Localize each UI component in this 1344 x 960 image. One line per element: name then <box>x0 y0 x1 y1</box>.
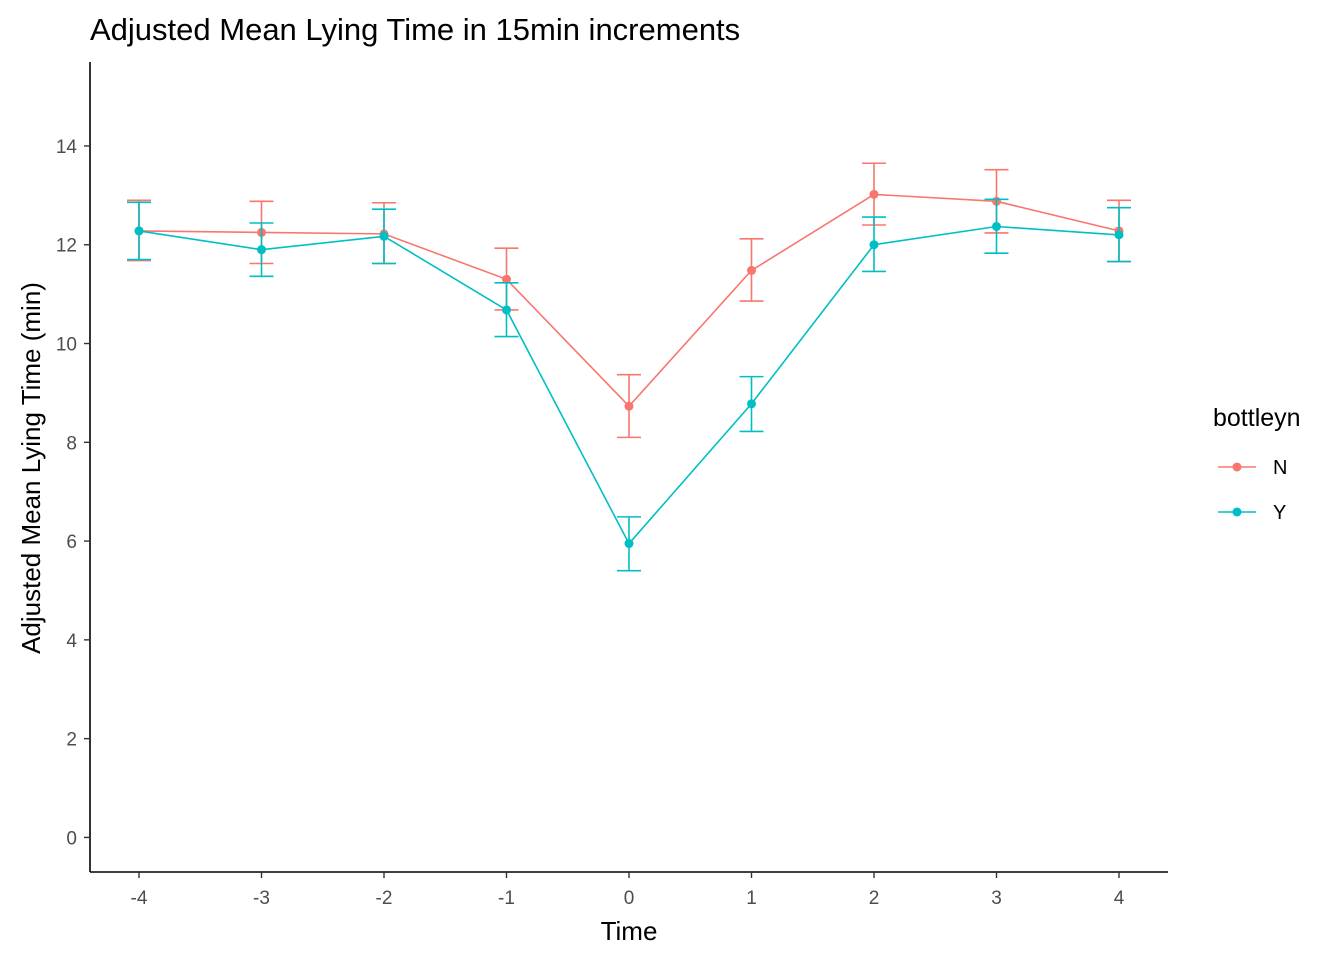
axes <box>89 62 1168 873</box>
x-tick-label: -2 <box>376 888 393 909</box>
legend-key-point <box>1232 462 1242 472</box>
x-tick-label: 2 <box>869 888 880 909</box>
x-axis-ticks: -4 -3 -2 -1 0 1 2 3 4 <box>131 872 1125 909</box>
data-point <box>869 240 879 250</box>
x-tick-label: -3 <box>253 888 270 909</box>
x-tick-label: 1 <box>746 888 757 909</box>
x-tick-label: -1 <box>498 888 515 909</box>
data-point <box>869 189 879 199</box>
plot-series <box>127 162 1131 572</box>
data-point <box>379 231 389 241</box>
data-point <box>257 245 266 255</box>
y-tick-label: 4 <box>66 631 77 652</box>
legend-item-N: N <box>1218 457 1287 479</box>
series-N <box>127 162 1131 439</box>
data-point <box>1114 230 1124 240</box>
legend: bottleyn NY <box>1213 404 1301 524</box>
y-tick-label: 0 <box>66 828 77 849</box>
y-tick-label: 6 <box>66 532 77 553</box>
series-Y <box>127 198 1131 572</box>
legend-key-point <box>1232 507 1242 517</box>
x-tick-label: 4 <box>1114 888 1125 909</box>
y-tick-label: 2 <box>66 730 77 751</box>
data-point <box>992 221 1001 231</box>
y-tick-label: 14 <box>56 137 78 158</box>
legend-item-Y: Y <box>1218 502 1286 524</box>
x-axis-title: Time <box>601 916 658 946</box>
y-axis-title: Adjusted Mean Lying Time (min) <box>16 282 46 654</box>
legend-title: bottleyn <box>1213 404 1301 432</box>
y-tick-label: 12 <box>56 236 77 257</box>
data-point <box>747 399 756 409</box>
data-point <box>624 539 634 549</box>
y-axis-ticks: 0 2 4 6 8 10 12 14 <box>56 137 90 849</box>
x-tick-label: 3 <box>991 888 1002 909</box>
data-point <box>134 226 144 236</box>
legend-label: Y <box>1273 502 1286 524</box>
chart-title: Adjusted Mean Lying Time in 15min increm… <box>90 12 740 47</box>
data-point <box>747 265 756 275</box>
legend-label: N <box>1273 457 1287 479</box>
legend-items: NY <box>1218 457 1287 524</box>
x-tick-label: 0 <box>624 888 635 909</box>
data-point <box>502 274 511 284</box>
data-point <box>502 305 511 315</box>
y-tick-label: 8 <box>66 433 77 454</box>
y-tick-label: 10 <box>56 335 77 356</box>
data-point <box>624 401 634 411</box>
x-tick-label: -4 <box>131 888 148 909</box>
